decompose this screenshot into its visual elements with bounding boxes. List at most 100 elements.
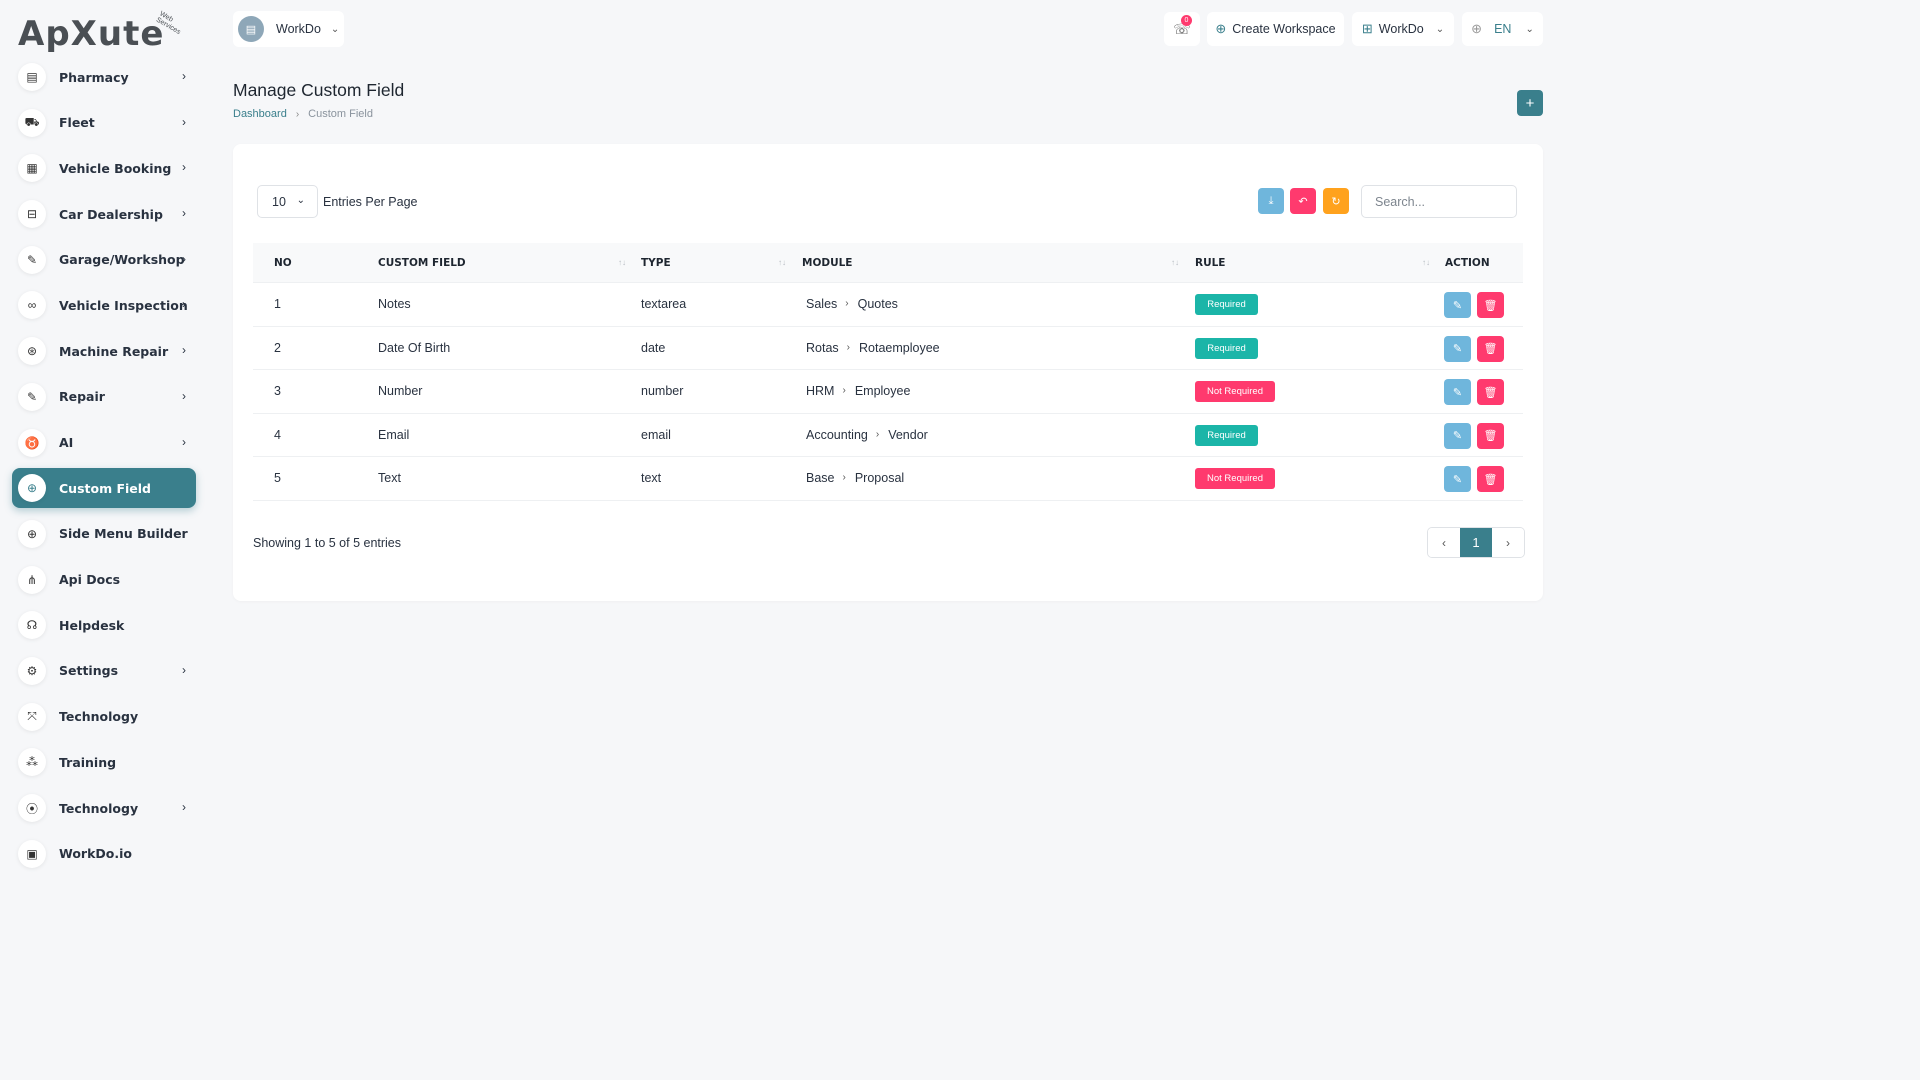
workspace-switcher[interactable]: ▤ WorkDo ⌄ [233,11,344,47]
showing-entries-text: Showing 1 to 5 of 5 entries [253,536,402,550]
sidebar-item-technology[interactable]: ⦿ Technology › [12,788,196,828]
submodule-name: Quotes [857,297,898,311]
trash-icon: 🗑 [1483,343,1498,356]
edit-button[interactable]: ✎ [1444,335,1471,362]
sidebar-item-training[interactable]: ⁂ Training [12,742,196,782]
pencil-icon: ✎ [1452,343,1463,356]
workspace-avatar: ▤ [238,16,264,42]
delete-button[interactable]: 🗑 [1477,335,1504,362]
sidebar-item-vehicle-inspection[interactable]: ∞ Vehicle Inspection › [12,285,196,325]
create-workspace-button[interactable]: ⊕ Create Workspace [1207,12,1344,46]
sidebar-item-settings[interactable]: ⚙ Settings › [12,651,196,691]
trash-icon: 🗑 [1483,299,1498,312]
logo-text: ApXute [18,14,165,54]
custom-field-card: 10 ⌄ Entries Per Page ⤓ ↶ ↻ NO CUSTOM FI… [233,144,1543,601]
sidebar-item-helpdesk[interactable]: ☊ Helpdesk [12,605,196,645]
cell-module: Sales › Quotes [806,297,898,311]
cell-type: date [641,340,666,355]
entries-select[interactable]: 10 ⌄ [257,185,318,218]
chevron-right-icon: › [182,160,186,175]
plus-circle-icon: ⊕ [1215,21,1227,36]
language-label: EN [1494,22,1512,36]
delete-button[interactable]: 🗑 [1477,379,1504,406]
cell-module: HRM › Employee [806,384,910,398]
sort-icon[interactable]: ↑↓ [618,258,626,267]
sidebar-item-vehicle-booking[interactable]: ▦ Vehicle Booking › [12,148,196,188]
truck-icon: ⛟ [18,108,46,137]
sidebar-item-repair[interactable]: ✎ Repair › [12,377,196,417]
edit-button[interactable]: ✎ [1444,292,1471,318]
cell-type: email [641,427,671,442]
edit-button[interactable]: ✎ [1444,379,1471,406]
header-no[interactable]: NO [274,256,292,269]
sidebar: ApXute Web Services ▤ Pharmacy › ⛟ Fleet › ▦ Ve… [0,0,208,882]
sidebar-item-custom-field[interactable]: ⊕ Custom Field [12,468,196,509]
chevron-right-icon: › [182,206,186,221]
delete-button[interactable]: 🗑 [1477,292,1504,318]
header-type[interactable]: TYPE [641,256,671,269]
header-rule[interactable]: RULE [1195,256,1226,269]
cell-no: 3 [274,384,281,399]
rule-badge: Required [1195,337,1258,359]
table-row: 2 Date Of Birth date Rotas › Rotaemployee Requ… [253,327,1523,371]
breadcrumb-current: Custom Field [308,108,373,120]
module-name: Rotas [806,340,839,355]
document-icon: ▣ [18,839,46,868]
header-custom-field[interactable]: CUSTOM FIELD [378,256,466,269]
cell-type: text [641,471,662,486]
breadcrumb-dashboard-link[interactable]: Dashboard [233,108,287,120]
sidebar-item-garage-workshop[interactable]: ✎ Garage/Workshop › [12,240,196,280]
rule-badge: Not Required [1195,381,1275,403]
language-selector[interactable]: ⊕ EN ⌄ [1462,12,1543,46]
notification-badge: 0 [1181,15,1192,26]
export-button[interactable]: ⤓ [1258,188,1284,214]
sort-icon[interactable]: ↑↓ [1171,258,1179,267]
entries-per-page: 10 ⌄ Entries Per Page [257,185,418,218]
delete-button[interactable]: 🗑 [1477,422,1504,449]
header-module[interactable]: MODULE [802,256,853,269]
add-custom-field-button[interactable]: + [1517,90,1543,116]
chevron-right-icon: › [846,341,850,353]
chevron-down-icon: ⌄ [296,195,305,206]
prev-page-button[interactable]: ‹ [1428,528,1460,557]
rule-badge: Required [1195,424,1258,446]
sidebar-item-workdo-io[interactable]: ▣ WorkDo.io [12,834,196,874]
sidebar-item-ai[interactable]: ♉ AI › [12,423,196,463]
next-page-button[interactable]: › [1492,528,1524,557]
chevron-left-icon: ‹ [1442,535,1446,550]
sidebar-item-api-docs[interactable]: ⋔ Api Docs [12,560,196,600]
reset-button[interactable]: ↶ [1290,188,1316,214]
breadcrumb: Dashboard › Custom Field [233,108,373,120]
pagination: ‹ 1 › [1427,527,1525,558]
edit-button[interactable]: ✎ [1444,422,1471,449]
sidebar-item-label: Fleet [59,115,95,131]
chevron-right-icon: › [295,108,300,120]
reload-button[interactable]: ↻ [1323,188,1349,214]
sort-icon[interactable]: ↑↓ [778,258,786,267]
sidebar-item-side-menu-builder[interactable]: ⊕ Side Menu Builder [12,514,196,554]
delete-button[interactable]: 🗑 [1477,466,1504,493]
sidebar-item-technology[interactable]: ⤧ Technology [12,697,196,737]
create-workspace-label: Create Workspace [1232,22,1336,36]
sidebar-item-machine-repair[interactable]: ⊛ Machine Repair › [12,331,196,371]
calendar-icon: ▦ [18,154,46,183]
page-button-current[interactable]: 1 [1460,528,1492,557]
workdo-menu-button[interactable]: ⊞ WorkDo ⌄ [1352,12,1454,46]
brand-logo[interactable]: ApXute Web Services [18,10,190,62]
chevron-right-icon: › [182,297,186,312]
notifications-button[interactable]: ☏ 0 [1164,12,1200,46]
sidebar-item-car-dealership[interactable]: ⊟ Car Dealership › [12,194,196,234]
refresh-icon: ↻ [1331,195,1341,208]
cell-no: 5 [274,471,281,486]
sidebar-item-fleet[interactable]: ⛟ Fleet › [12,103,196,143]
rule-badge: Not Required [1195,468,1275,490]
edit-button[interactable]: ✎ [1444,466,1471,493]
chevron-down-icon: ⌄ [1525,23,1534,35]
pencil-icon: ✎ [1452,299,1463,312]
table-row: 1 Notes textarea Sales › Quotes Required ✎ 🗑 [253,283,1523,327]
sidebar-menu: ▤ Pharmacy › ⛟ Fleet › ▦ Vehicle Booking › ⊟ Car D… [12,57,196,879]
sort-icon[interactable]: ↑↓ [1422,258,1430,267]
sidebar-item-pharmacy[interactable]: ▤ Pharmacy › [12,57,196,97]
pencil-icon: ✎ [1452,473,1463,486]
search-input[interactable] [1361,185,1517,218]
